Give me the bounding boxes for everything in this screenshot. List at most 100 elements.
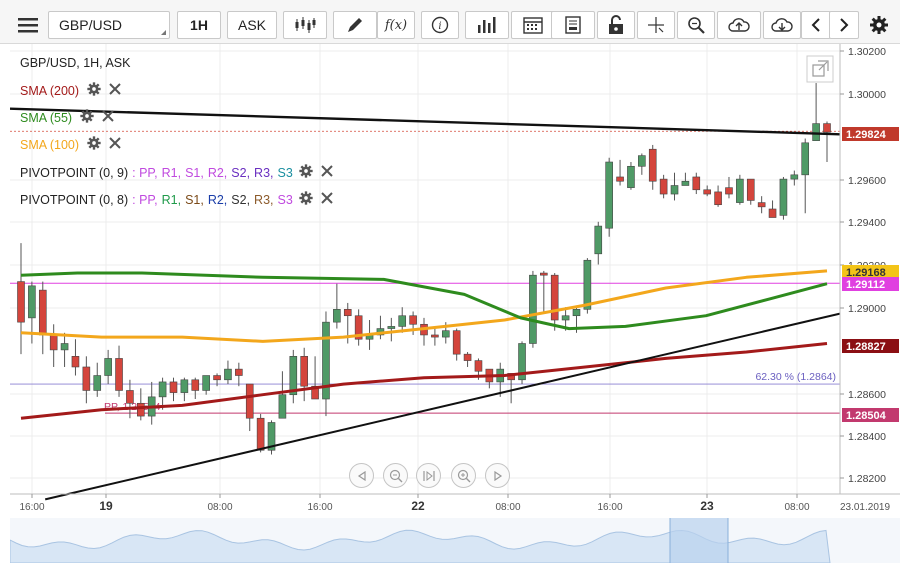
candle-body (638, 155, 646, 167)
cloud-upload-button[interactable] (717, 11, 761, 39)
sma-55-line (20, 271, 828, 331)
candle (93, 362, 102, 397)
candle (540, 270, 548, 314)
scroll-left-button[interactable] (801, 11, 831, 39)
zoom-out-icon (389, 469, 402, 482)
candle (518, 341, 526, 385)
gear-icon[interactable] (299, 191, 313, 208)
pivot-level-token: : PP, (132, 192, 158, 207)
legend-pivot-9[interactable]: PIVOTPOINT (0, 9) : PP, R1, S1, R2, S2, R3, S3 (20, 164, 333, 181)
pivot-level-token: R1, (161, 165, 182, 180)
close-icon[interactable] (102, 110, 114, 125)
candle-body (550, 274, 559, 321)
candle (245, 383, 254, 432)
candle-body (648, 148, 657, 182)
candle-body (202, 375, 210, 391)
sma-200-line (20, 342, 828, 420)
zoom-button[interactable] (677, 11, 715, 39)
candle (60, 332, 69, 367)
candle-body (93, 375, 102, 391)
zoom-in-control[interactable] (451, 463, 476, 488)
price-tag-label: 1.29824 (846, 129, 887, 141)
candle-body (725, 187, 733, 195)
candle-body (768, 208, 777, 218)
scroll-right-button[interactable] (829, 11, 859, 39)
legend-sma-55[interactable]: SMA (55) (20, 109, 114, 126)
candle-body (714, 191, 722, 206)
legend-pivot-8[interactable]: PIVOTPOINT (0, 8) : PP, R1, S1, R2, S2, R3, S3 (20, 191, 333, 208)
close-icon[interactable] (321, 192, 333, 207)
zoom-out-control[interactable] (383, 463, 408, 488)
chart-type-button[interactable] (283, 11, 327, 39)
candle (235, 362, 243, 387)
time-axis-label: 23 (700, 499, 714, 513)
candle (398, 307, 407, 333)
candle (648, 144, 657, 190)
indicators-button[interactable]: f(x) (377, 11, 415, 39)
price-type-selector[interactable]: ASK (227, 11, 277, 39)
info-button[interactable]: i (421, 11, 459, 39)
candle-body (38, 289, 47, 336)
cloud-download-button[interactable] (763, 11, 801, 39)
candle (322, 311, 330, 417)
dropdown-corner-icon (161, 30, 166, 35)
pivot-level-token: : PP, (132, 165, 158, 180)
upper-trendline (9, 107, 841, 136)
gear-icon[interactable] (80, 109, 94, 126)
detach-chart-button[interactable] (806, 55, 834, 83)
time-axis-label: 08:00 (495, 502, 520, 513)
pivot-level-token: S2, (231, 165, 251, 180)
plot-background (10, 44, 840, 494)
volume-bars-button[interactable] (465, 11, 509, 39)
candle (605, 157, 613, 237)
timeframe-selector[interactable]: 1H (177, 11, 221, 39)
symbol-selector[interactable]: GBP/USD (48, 11, 170, 39)
time-navigator[interactable] (9, 518, 900, 564)
gear-icon[interactable] (299, 164, 313, 181)
scroll-forward-control[interactable] (485, 463, 510, 488)
candle-body (49, 334, 58, 351)
crosshair-button[interactable] (637, 11, 675, 39)
legend-sma-200[interactable]: SMA (200) (20, 82, 121, 99)
lock-button[interactable] (597, 11, 635, 39)
candle-body (616, 176, 624, 182)
menu-button[interactable] (10, 11, 46, 39)
candle (202, 375, 210, 395)
candle-body (71, 356, 80, 368)
candle-body (594, 225, 603, 255)
close-icon[interactable] (109, 83, 121, 98)
draw-pencil-icon (348, 18, 362, 32)
lower-trendline (44, 312, 841, 501)
chart-canvas[interactable]: 62.30 % (1.2864)PP, 1.28504 1.302001.300… (9, 44, 900, 518)
settings-button[interactable] (862, 11, 896, 39)
candle-body (354, 315, 363, 340)
triangle-right-icon (493, 470, 502, 481)
gear-icon[interactable] (87, 136, 101, 153)
price-tag-bg (842, 339, 899, 353)
price-chart[interactable]: 62.30 % (1.2864) PP, 1.28504 1.30200 1.300… (9, 44, 900, 518)
price-axis-label: 1.28200 (848, 473, 886, 485)
gear-icon[interactable] (87, 82, 101, 99)
draw-tool-button[interactable] (333, 11, 377, 39)
cloud-upload-icon (728, 18, 750, 32)
reset-zoom-control[interactable] (416, 463, 441, 488)
legend-sma-100[interactable]: SMA (100) (20, 136, 121, 153)
candle-body (779, 178, 788, 216)
candle (278, 371, 287, 419)
price-tag: 1.29824 (842, 127, 899, 141)
calendar-button[interactable] (511, 11, 555, 39)
candle-body (409, 315, 417, 325)
close-icon[interactable] (321, 165, 333, 180)
lock-icon (609, 15, 623, 34)
chevron-right-icon (840, 18, 849, 32)
document-button[interactable] (551, 11, 595, 39)
candle-body (387, 326, 396, 329)
chevron-left-icon (811, 18, 820, 32)
close-icon[interactable] (109, 137, 121, 152)
candle-body (191, 379, 200, 391)
candle (115, 345, 123, 397)
candle (354, 309, 363, 346)
navigator-canvas[interactable] (9, 518, 900, 564)
candle-body (790, 174, 799, 180)
scroll-back-control[interactable] (349, 463, 374, 488)
